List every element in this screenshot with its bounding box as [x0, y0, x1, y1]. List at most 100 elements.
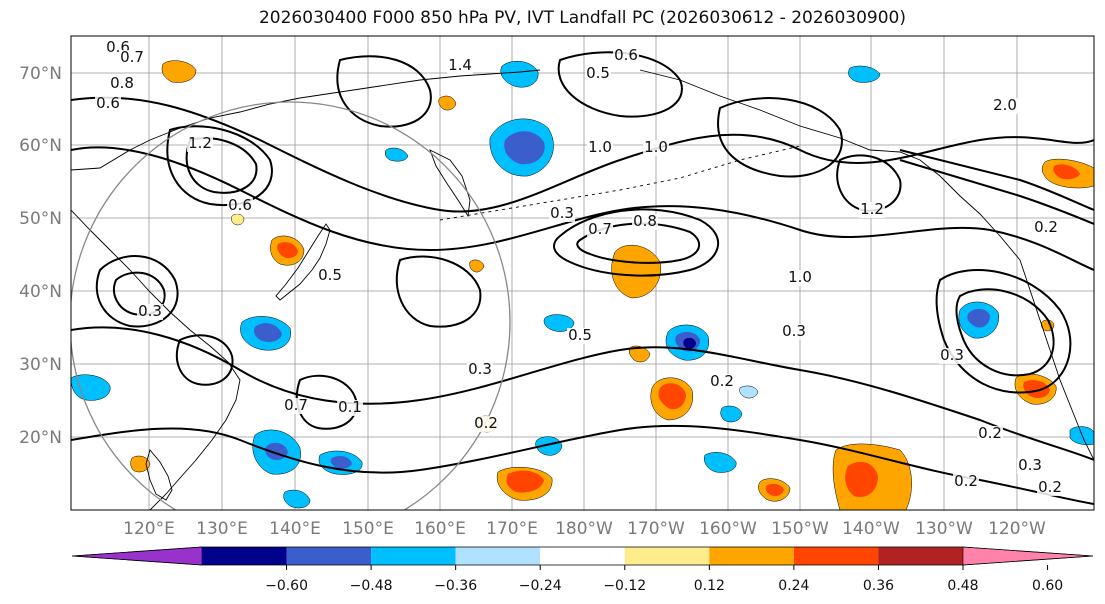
contour-label: 0.3	[1018, 456, 1042, 474]
contour-label: 0.6	[614, 46, 638, 64]
contour-label-bg	[939, 348, 965, 364]
lat-label: 30°N	[19, 355, 62, 375]
colorbar-segment	[624, 547, 710, 565]
contour-label: 0.7	[120, 48, 144, 66]
contour-label-bg	[1033, 220, 1059, 236]
pos-anomaly-blob	[611, 244, 662, 299]
pv-contour	[185, 137, 258, 194]
colorbar-max-extension	[962, 546, 1094, 566]
contour-label: 0.3	[940, 346, 964, 364]
pos-anomaly-blob	[438, 95, 457, 111]
contour-label: 0.2	[474, 414, 498, 432]
gridlines	[71, 36, 1094, 510]
lat-label: 40°N	[19, 282, 62, 302]
contour-label: 0.3	[138, 302, 162, 320]
neg-anomaly-blob	[683, 337, 696, 349]
lon-label: 160°E	[414, 519, 466, 539]
colorbar-min-extension	[71, 546, 203, 566]
contour-label-bg	[467, 362, 493, 378]
colorbar-tick-label: −0.12	[603, 578, 646, 594]
neg-anomaly-blob	[739, 385, 759, 399]
colorbar-segment	[455, 547, 541, 565]
neg-anomaly-blob	[535, 436, 563, 456]
lon-label: 120°E	[123, 519, 175, 539]
contour-label: 0.8	[633, 212, 657, 230]
contour-label: 0.3	[782, 322, 806, 340]
contour-label-bg	[227, 198, 253, 214]
pos-anomaly-blob	[845, 461, 878, 498]
contour-label-bg	[632, 214, 658, 230]
pv-contour	[935, 269, 1072, 394]
contour-label: 1.0	[788, 268, 812, 286]
contour-label: 0.2	[1034, 218, 1058, 236]
contour-label-bg	[95, 96, 121, 112]
lat-label: 70°N	[19, 64, 62, 84]
contour-label: 0.5	[586, 64, 610, 82]
contour-label-bg	[787, 270, 813, 286]
pos-anomaly-blob	[1023, 380, 1050, 398]
contour-label-bg	[992, 98, 1018, 114]
contour-label-bg	[187, 136, 213, 152]
pos-anomaly-blob	[1053, 164, 1080, 180]
contour-label: 1.4	[448, 56, 472, 74]
map-frame-bg	[71, 36, 1094, 510]
colorbar-tick-label: −0.24	[519, 578, 562, 594]
contour-label: 0.2	[710, 372, 734, 390]
contour-label-bg	[337, 400, 363, 416]
contour-label: 0.2	[954, 472, 978, 490]
contour-label-bg	[613, 48, 639, 64]
lon-label: 170°W	[627, 519, 685, 539]
colorbar-tick-label: 0.60	[1032, 578, 1063, 594]
contour-label: 2.0	[993, 96, 1017, 114]
map-frame	[70, 35, 1095, 511]
colorbar-segment	[878, 547, 963, 565]
contour-label-bg	[585, 66, 611, 82]
contour-label: 0.5	[568, 326, 592, 344]
neg-anomaly-blob	[848, 65, 881, 83]
pv-anomaly-shading	[71, 60, 1094, 510]
philippines-coastline	[145, 449, 173, 501]
lon-label: 130°E	[196, 519, 248, 539]
contour-label-bg	[119, 50, 145, 66]
colorbar-tick-label: −0.60	[265, 578, 308, 594]
neg-anomaly-blob	[967, 308, 990, 328]
contour-label-bg	[109, 76, 135, 92]
colorbar-segment	[540, 547, 625, 565]
colorbar-tick-label: 0.12	[694, 578, 725, 594]
contour-label-bg	[859, 202, 885, 218]
pos-anomaly-blob	[469, 259, 485, 273]
contour-label: 0.2	[1038, 478, 1062, 496]
lon-label: 180°W	[555, 519, 613, 539]
colorbar-segment	[202, 547, 287, 565]
contour-label: 0.5	[318, 266, 342, 284]
contour-label-bg	[317, 268, 343, 284]
neg-anomaly-blob	[504, 131, 545, 165]
contour-label-bg	[709, 374, 735, 390]
asia-coastline	[71, 69, 541, 171]
pv-contours	[71, 51, 1094, 505]
neg-anomaly-blob	[330, 456, 352, 469]
contour-label: 1.2	[860, 200, 884, 218]
neg-anomaly-blob	[720, 405, 743, 423]
colorbar-tick-label: −0.48	[350, 578, 393, 594]
contour-label-bg	[137, 304, 163, 320]
contour-label: 0.1	[338, 398, 362, 416]
contour-label-bg	[549, 206, 575, 222]
contour-label: 0.3	[468, 360, 492, 378]
pos-anomaly-blob	[130, 455, 151, 473]
map-title: 2026030400 F000 850 hPa PV, IVT Landfall…	[258, 8, 906, 28]
contour-label-bg	[587, 222, 613, 238]
contour-label-bg	[781, 324, 807, 340]
contour-label-bg	[567, 328, 593, 344]
contour-label-bg	[1037, 480, 1063, 496]
pv-contour	[899, 149, 1094, 211]
pv-contour	[553, 208, 720, 277]
pv-contour	[71, 96, 1094, 213]
neg-anomaly-blob	[384, 147, 409, 162]
lat-label: 60°N	[19, 136, 62, 156]
neg-anomaly-blob	[253, 323, 282, 342]
contour-label: 1.0	[644, 138, 668, 156]
contour-label: 0.2	[978, 424, 1002, 442]
landfall-circle	[71, 101, 511, 510]
colorbar-segment	[286, 547, 372, 565]
